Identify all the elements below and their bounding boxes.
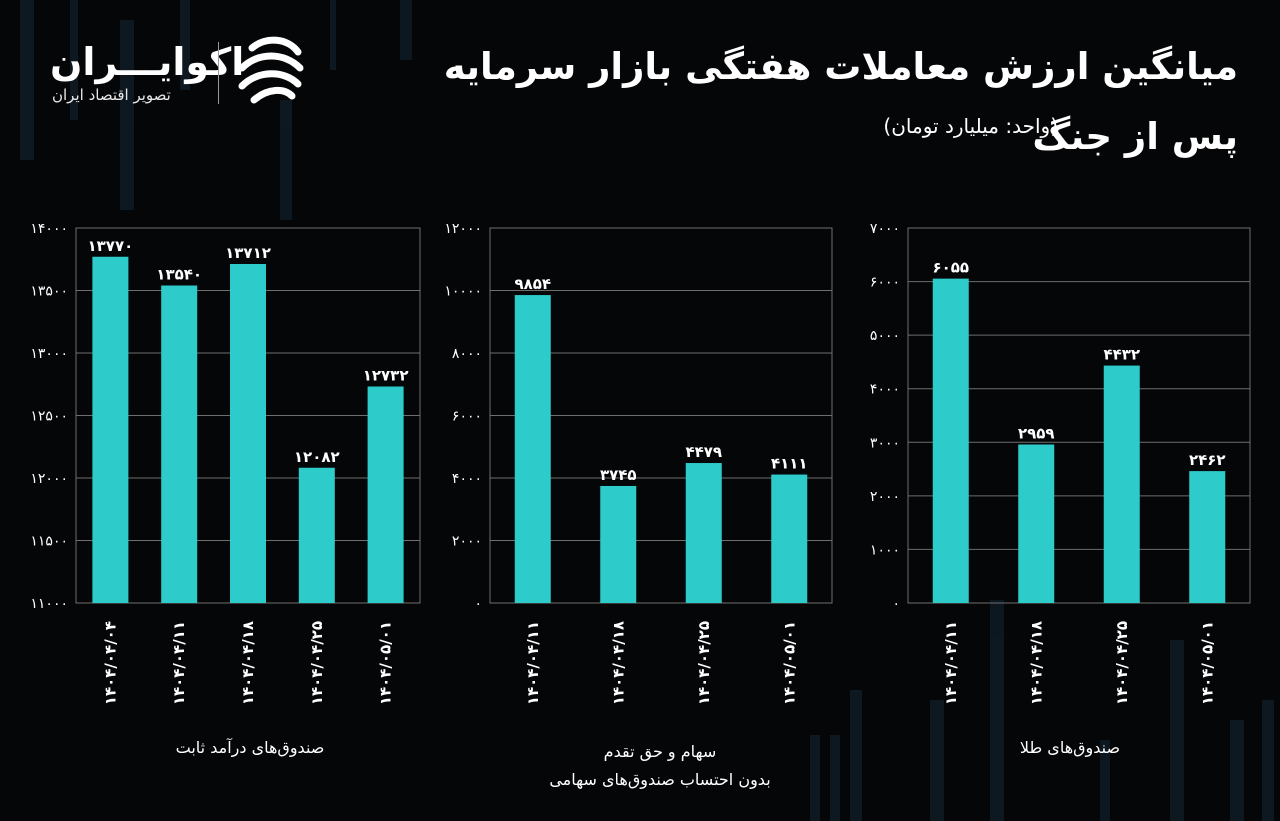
chart2-data-label: ۹۸۵۴ xyxy=(514,275,551,293)
chart1-bar xyxy=(367,386,404,603)
chart3-category-label: ۱۴۰۴/۰۵/۰۱ xyxy=(1198,621,1216,705)
chart3-data-label: ۲۹۵۹ xyxy=(1018,424,1055,442)
chart3-data-label: ۶۰۵۵ xyxy=(932,259,969,277)
chart2-category-label: ۱۴۰۴/۰۵/۰۱ xyxy=(780,621,798,705)
chart2-category-label: ۱۴۰۴/۰۴/۱۱ xyxy=(524,621,542,705)
brand-name: اکوایـــران xyxy=(50,40,245,84)
chart3-ytick-label: ۶۰۰۰ xyxy=(870,275,900,291)
chart1-category-label: ۱۴۰۴/۰۴/۰۴ xyxy=(101,621,119,705)
chart3-bar xyxy=(932,278,969,603)
chart3-title: صندوق‌های طلا xyxy=(1019,738,1121,757)
chart1-ytick-label: ۱۳۵۰۰ xyxy=(30,284,68,300)
chart2-data-label: ۴۱۱۱ xyxy=(771,455,808,473)
chart3-category-label: ۱۴۰۴/۰۴/۱۱ xyxy=(942,621,960,705)
chart2-ytick-label: ۱۰۰۰۰ xyxy=(444,284,482,300)
chart3-caption: صندوق‌های طلا xyxy=(1000,738,1140,757)
chart1-bar xyxy=(161,285,198,603)
chart1-ytick-label: ۱۴۰۰۰ xyxy=(30,221,68,237)
chart3-ytick-label: ۴۰۰۰ xyxy=(870,382,900,398)
chart1-title: صندوق‌های درآمد ثابت xyxy=(175,738,325,757)
chart1-category-label: ۱۴۰۴/۰۴/۲۵ xyxy=(308,621,326,705)
chart2-ytick-label: ۲۰۰۰ xyxy=(452,534,482,550)
chart2-bar xyxy=(514,295,551,603)
chart2-caption: سهام و حق تقدم بدون احتساب صندوق‌های سها… xyxy=(520,738,800,794)
chart3-data-label: ۴۴۳۲ xyxy=(1103,346,1140,364)
chart2-ytick-label: ۴۰۰۰ xyxy=(452,471,482,487)
chart1-category-label: ۱۴۰۴/۰۵/۰۱ xyxy=(377,621,395,705)
chart1-ytick-label: ۱۲۰۰۰ xyxy=(30,471,68,487)
chart2-title: سهام و حق تقدم xyxy=(603,742,717,761)
brand-tagline: تصویر اقتصاد ایران xyxy=(52,86,171,104)
chart-title-line2: پس از جنگ xyxy=(1032,115,1238,158)
chart2-bar xyxy=(685,463,722,603)
chart3-ytick-label: ۵۰۰۰ xyxy=(870,328,900,344)
ecoiran-logo-icon xyxy=(238,36,304,104)
chart1-data-label: ۱۳۷۱۲ xyxy=(225,244,271,262)
chart3-ytick-label: ۲۰۰۰ xyxy=(870,489,900,505)
chart1-bar xyxy=(92,256,129,603)
chart3-bar xyxy=(1018,444,1055,603)
chart1-ytick-label: ۱۱۵۰۰ xyxy=(30,534,68,550)
chart1-bar xyxy=(230,264,266,603)
chart1-category-label: ۱۴۰۴/۰۴/۱۸ xyxy=(239,621,257,705)
chart1-data-label: ۱۳۵۴۰ xyxy=(156,266,202,284)
chart2-bar xyxy=(771,474,808,603)
chart2-ytick-label: ۶۰۰۰ xyxy=(452,409,482,425)
chart3-bar xyxy=(1189,471,1226,603)
chart3-ytick-label: ۰ xyxy=(892,596,900,612)
chart3-category-label: ۱۴۰۴/۰۴/۱۸ xyxy=(1027,621,1045,705)
chart2-subtitle: بدون احتساب صندوق‌های سهامی xyxy=(549,770,771,789)
chart1-ytick-label: ۱۳۰۰۰ xyxy=(30,346,68,362)
unit-label: (واحد: میلیارد تومان) xyxy=(883,114,1058,138)
chart2-ytick-label: ۰ xyxy=(474,596,482,612)
chart1-data-label: ۱۲۷۳۲ xyxy=(363,367,409,385)
brand-divider xyxy=(218,42,219,104)
chart3-data-label: ۲۴۶۲ xyxy=(1189,451,1226,469)
chart2-category-label: ۱۴۰۴/۰۴/۲۵ xyxy=(695,621,713,705)
chart2-data-label: ۴۴۷۹ xyxy=(685,443,722,461)
chart3-category-label: ۱۴۰۴/۰۴/۲۵ xyxy=(1113,621,1131,705)
chart1-ytick-label: ۱۱۰۰۰ xyxy=(30,596,68,612)
chart1-category-label: ۱۴۰۴/۰۴/۱۱ xyxy=(170,621,188,705)
chart1-bar xyxy=(298,467,335,603)
chart2-category-label: ۱۴۰۴/۰۴/۱۸ xyxy=(609,621,627,705)
chart3-ytick-label: ۷۰۰۰ xyxy=(870,221,900,237)
chart2-data-label: ۳۷۴۵ xyxy=(600,466,637,484)
chart1-data-label: ۱۳۷۷۰ xyxy=(88,237,134,255)
chart3-bar xyxy=(1103,365,1140,603)
chart1-ytick-label: ۱۲۵۰۰ xyxy=(30,409,68,425)
chart3-ytick-label: ۳۰۰۰ xyxy=(870,435,900,451)
chart-title-line1: میانگین ارزش معاملات هفتگی بازار سرمایه xyxy=(443,45,1238,88)
chart2-ytick-label: ۸۰۰۰ xyxy=(452,346,482,362)
chart3-ytick-label: ۱۰۰۰ xyxy=(870,542,900,558)
chart1-data-label: ۱۲۰۸۲ xyxy=(294,448,340,466)
chart1-caption: صندوق‌های درآمد ثابت xyxy=(130,738,370,757)
chart2-bar xyxy=(600,485,637,603)
chart2-ytick-label: ۱۲۰۰۰ xyxy=(444,221,482,237)
